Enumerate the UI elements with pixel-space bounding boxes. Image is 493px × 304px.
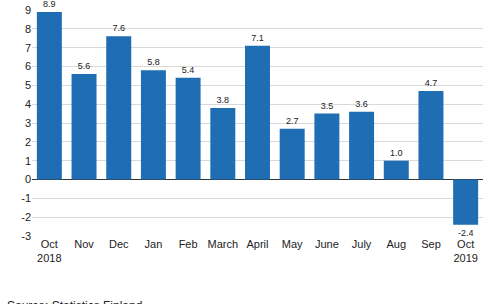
svg-text:7.6: 7.6 (112, 23, 125, 33)
svg-text:Nov: Nov (74, 238, 94, 250)
svg-text:7.1: 7.1 (251, 33, 264, 43)
svg-text:7: 7 (25, 42, 31, 54)
svg-text:5.6: 5.6 (78, 61, 91, 71)
svg-text:5.8: 5.8 (147, 57, 160, 67)
svg-text:8: 8 (25, 23, 31, 35)
svg-text:3: 3 (25, 117, 31, 129)
svg-text:2.7: 2.7 (286, 116, 299, 126)
svg-text:6: 6 (25, 60, 31, 72)
svg-text:1.0: 1.0 (390, 148, 403, 158)
svg-text:April: April (246, 238, 268, 250)
svg-text:July: July (352, 238, 372, 250)
svg-text:9: 9 (25, 4, 31, 16)
svg-text:-2: -2 (21, 211, 31, 223)
svg-text:Dec: Dec (109, 238, 129, 250)
svg-text:Feb: Feb (179, 238, 198, 250)
svg-text:3.6: 3.6 (355, 99, 368, 109)
svg-text:3.8: 3.8 (217, 95, 230, 105)
svg-text:Oct2019: Oct2019 (453, 238, 477, 264)
svg-text:March: March (208, 238, 239, 250)
svg-text:Source: Statistics Finland: Source: Statistics Finland (7, 299, 142, 304)
svg-text:Jan: Jan (145, 238, 163, 250)
svg-text:5.4: 5.4 (182, 65, 195, 75)
svg-text:8.9: 8.9 (43, 0, 56, 9)
svg-text:Aug: Aug (386, 238, 406, 250)
svg-text:Sep: Sep (421, 238, 441, 250)
svg-text:1: 1 (25, 155, 31, 167)
svg-text:-1: -1 (21, 192, 31, 204)
svg-text:June: June (315, 238, 339, 250)
svg-text:-3: -3 (21, 230, 31, 242)
svg-text:4: 4 (25, 98, 31, 110)
svg-text:0: 0 (25, 173, 31, 185)
svg-text:5: 5 (25, 79, 31, 91)
svg-text:4.7: 4.7 (425, 78, 438, 88)
svg-text:Oct2018: Oct2018 (37, 238, 61, 264)
svg-text:-2.4: -2.4 (458, 228, 474, 238)
svg-text:May: May (282, 238, 303, 250)
svg-text:2: 2 (25, 136, 31, 148)
svg-text:3.5: 3.5 (321, 101, 334, 111)
